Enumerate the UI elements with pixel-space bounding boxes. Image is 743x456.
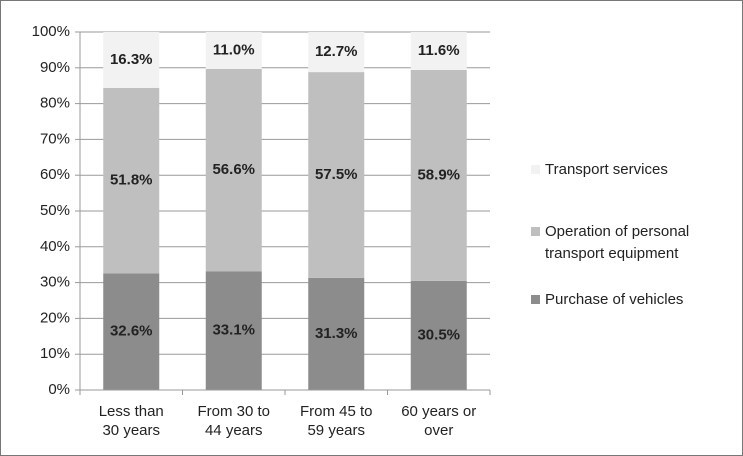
bar-segment — [205, 271, 262, 390]
legend-label: Purchase of vehicles — [545, 291, 684, 308]
data-label: 30.5% — [417, 326, 460, 343]
data-label: 16.3% — [110, 51, 153, 68]
y-tick-label: 60% — [40, 166, 70, 183]
bar-segment — [103, 273, 160, 390]
x-tick-label: 60 years or over — [401, 403, 477, 439]
y-tick-label: 80% — [40, 95, 70, 112]
data-label: 58.9% — [417, 166, 460, 183]
y-tick-label: 40% — [40, 238, 70, 255]
x-tick-label: From 30 to 44 years — [197, 403, 271, 439]
legend-swatch — [531, 295, 540, 304]
bar-segment — [205, 68, 262, 272]
bar-segment — [308, 32, 365, 73]
bar-segment — [103, 32, 160, 88]
y-tick-label: 10% — [40, 345, 70, 362]
bar-segment — [410, 32, 467, 70]
data-label: 33.1% — [212, 322, 255, 339]
y-tick-label: 50% — [40, 202, 70, 219]
data-label: 31.3% — [315, 325, 358, 342]
y-tick-label: 100% — [32, 23, 70, 40]
x-tick-label: Less than 30 years — [98, 403, 164, 439]
data-label: 12.7% — [315, 43, 358, 60]
x-tick-label: From 45 to 59 years — [299, 403, 373, 439]
y-tick-label: 90% — [40, 59, 70, 76]
bar-segment — [410, 280, 467, 390]
bars — [103, 32, 467, 390]
legend-swatch — [531, 227, 540, 236]
data-label: 57.5% — [315, 166, 358, 183]
y-tick-label: 30% — [40, 274, 70, 291]
legend-label: Operation of personal transport equipmen… — [545, 223, 690, 262]
legend-label: Transport services — [545, 161, 668, 178]
y-tick-label: 70% — [40, 130, 70, 147]
data-label: 11.6% — [418, 42, 460, 59]
bar-segment — [410, 69, 467, 281]
data-label: 32.6% — [110, 323, 153, 340]
data-label: 51.8% — [110, 172, 153, 189]
y-tick-label: 20% — [40, 309, 70, 326]
bar-segment — [308, 277, 365, 390]
bar-segment — [103, 87, 160, 274]
data-label: 56.6% — [212, 161, 255, 178]
y-tick-label: 0% — [48, 381, 70, 398]
bar-segment — [308, 72, 365, 278]
data-label: 11.0% — [213, 41, 255, 58]
bar-segment — [205, 32, 262, 69]
legend-swatch — [531, 165, 540, 174]
